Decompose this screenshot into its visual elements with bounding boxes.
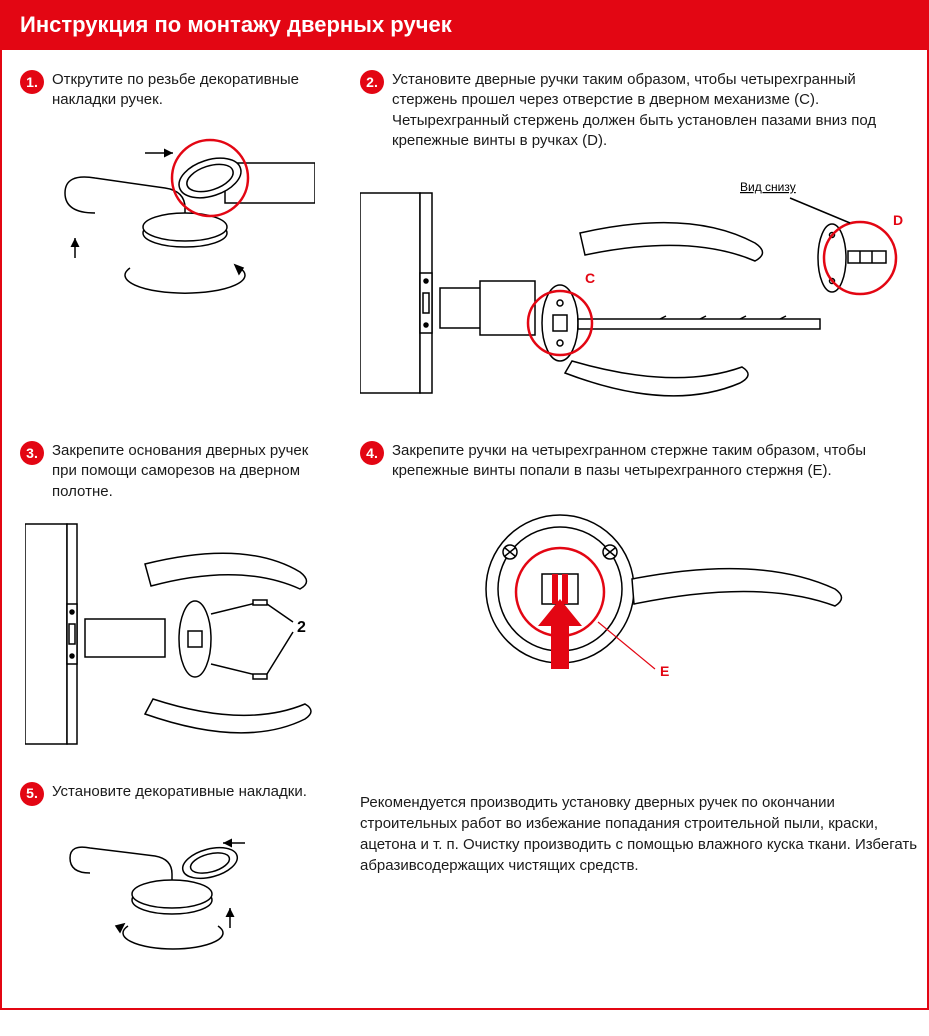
step-1: 1. Открутите по резьбе декоративные накл… xyxy=(20,70,330,413)
step-5-text: Установите декоративные накладки. xyxy=(52,782,330,802)
step-3-diagram: 2 xyxy=(20,514,330,754)
step-5-diagram xyxy=(20,818,330,978)
step-5: 5. Установите декоративные накладки. xyxy=(20,782,330,978)
step-1-text: Открутите по резьбе декоративные накладк… xyxy=(52,70,330,111)
step-4-diagram: E xyxy=(360,494,920,714)
callout-e: E xyxy=(660,663,669,679)
step-1-diagram xyxy=(20,123,330,333)
step-4: 4. Закрепите ручки на четырехгранном сте… xyxy=(360,441,920,754)
step-3-badge: 3. xyxy=(20,441,44,465)
step-3-text: Закрепите основания дверных ручек при по… xyxy=(52,441,330,502)
callout-d: D xyxy=(893,212,903,228)
step-4-text: Закрепите ручки на четырехгранном стержн… xyxy=(392,441,920,482)
content-grid: 1. Открутите по резьбе декоративные накл… xyxy=(2,50,927,1008)
recommendation-note: Рекомендуется производить установку двер… xyxy=(360,782,920,978)
page-title: Инструкция по монтажу дверных ручек xyxy=(2,0,927,50)
step-2-diagram: C D Вид снизу xyxy=(360,163,920,413)
step-3: 3. Закрепите основания дверных ручек при… xyxy=(20,441,330,754)
step-2: 2. Установите дверные ручки таким образо… xyxy=(360,70,920,413)
screws-count: 2 xyxy=(297,619,306,636)
step-1-badge: 1. xyxy=(20,70,44,94)
note-text: Рекомендуется производить установку двер… xyxy=(360,782,920,876)
step-2-text: Установите дверные ручки таким образом, … xyxy=(392,70,920,151)
step-4-badge: 4. xyxy=(360,441,384,465)
view-from-below-label: Вид снизу xyxy=(740,180,796,194)
callout-c: C xyxy=(585,270,595,286)
step-5-badge: 5. xyxy=(20,782,44,806)
step-2-badge: 2. xyxy=(360,70,384,94)
